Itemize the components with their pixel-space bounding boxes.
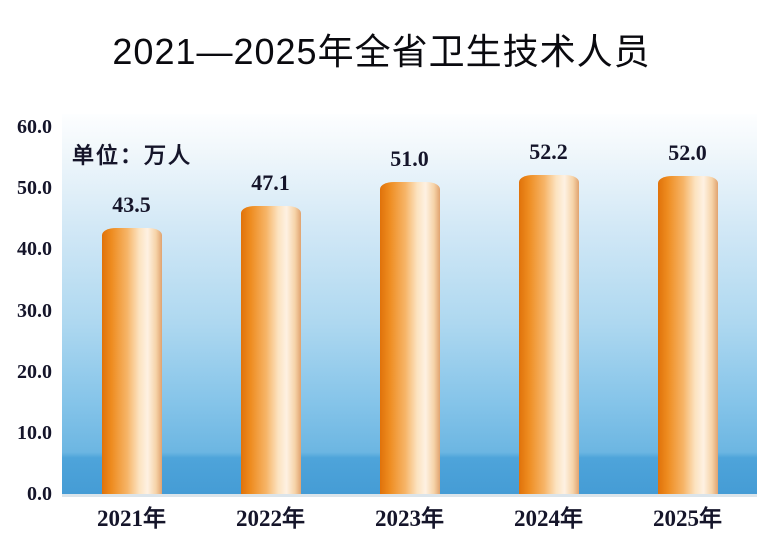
bar-value-label: 51.0 [390, 146, 429, 171]
unit-label: 单位：万人 [72, 143, 193, 168]
x-axis: 2021年 2022年 2023年 2024年 2025年 [62, 502, 757, 538]
y-axis: 60.0 50.0 40.0 30.0 20.0 10.0 0.0 [0, 114, 56, 505]
bar-value-label: 43.5 [112, 192, 151, 217]
x-tick-label: 2023年 [375, 506, 444, 531]
y-tick-label: 10.0 [17, 421, 52, 444]
bar-value-label: 47.1 [251, 170, 290, 195]
x-tick-label: 2025年 [653, 506, 722, 531]
y-tick-label: 0.0 [27, 483, 52, 505]
bar-value-label: 52.2 [529, 139, 568, 164]
bar-2024年 [518, 175, 579, 494]
y-tick-label: 50.0 [17, 177, 52, 200]
bar-2021年 [101, 228, 162, 494]
y-tick-label: 20.0 [17, 360, 52, 383]
bar-value-label: 52.0 [668, 140, 707, 165]
bar-2022年 [240, 206, 301, 494]
x-tick-label: 2024年 [514, 506, 583, 531]
x-tick-label: 2022年 [236, 506, 305, 531]
chart-title: 2021—2025年全省卫生技术人员 [112, 31, 651, 72]
y-tick-label: 40.0 [17, 238, 52, 261]
bar-2025年 [657, 176, 718, 494]
y-tick-label: 60.0 [17, 116, 52, 138]
y-tick-label: 30.0 [17, 299, 52, 322]
plot-area: 单位：万人 43.5 47.1 51.0 52.2 52.0 [62, 114, 757, 494]
bar-2023年 [379, 182, 440, 494]
x-tick-label: 2021年 [97, 506, 166, 531]
